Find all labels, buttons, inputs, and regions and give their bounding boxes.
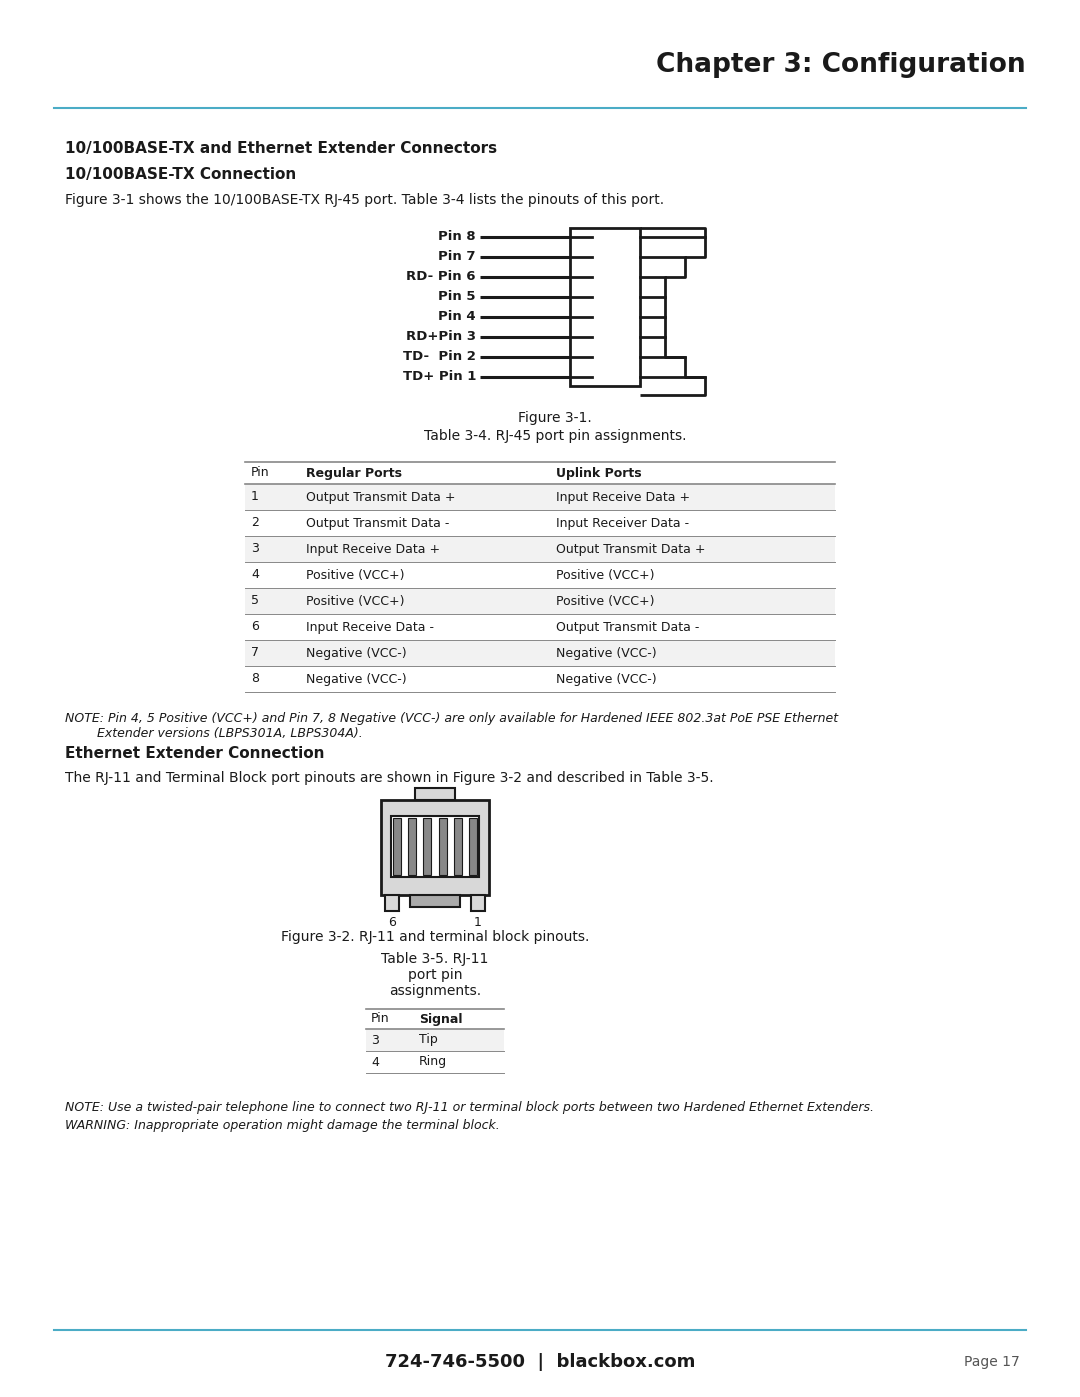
Bar — [393, 819, 401, 875]
Text: 4: 4 — [372, 1056, 379, 1069]
Text: TD-  Pin 2: TD- Pin 2 — [403, 351, 476, 363]
Text: Ring: Ring — [419, 1056, 447, 1069]
Text: Pin 7: Pin 7 — [438, 250, 476, 264]
Text: Pin: Pin — [251, 467, 270, 479]
Text: NOTE: Pin 4, 5 Positive (VCC+) and Pin 7, 8 Negative (VCC-) are only available f: NOTE: Pin 4, 5 Positive (VCC+) and Pin 7… — [65, 712, 838, 725]
Text: 1: 1 — [251, 490, 259, 503]
Bar — [410, 895, 460, 907]
Bar — [471, 895, 485, 911]
Text: TD+ Pin 1: TD+ Pin 1 — [403, 370, 476, 384]
Text: WARNING: Inappropriate operation might damage the terminal block.: WARNING: Inappropriate operation might d… — [65, 1119, 500, 1132]
Bar — [438, 819, 447, 875]
Text: Input Receive Data +: Input Receive Data + — [306, 542, 441, 556]
Text: 3: 3 — [251, 542, 259, 556]
Text: 6: 6 — [388, 916, 396, 929]
Text: Negative (VCC-): Negative (VCC-) — [556, 672, 657, 686]
Text: Tip: Tip — [419, 1034, 437, 1046]
Text: 8: 8 — [251, 672, 259, 686]
Text: Positive (VCC+): Positive (VCC+) — [556, 595, 654, 608]
Bar — [570, 228, 640, 386]
Text: 2: 2 — [251, 517, 259, 529]
Text: Input Receive Data +: Input Receive Data + — [556, 490, 690, 503]
Text: Regular Ports: Regular Ports — [306, 467, 402, 479]
Bar — [408, 819, 416, 875]
Text: Positive (VCC+): Positive (VCC+) — [306, 595, 405, 608]
Text: 5: 5 — [251, 595, 259, 608]
Bar — [469, 819, 477, 875]
Text: Negative (VCC-): Negative (VCC-) — [306, 672, 407, 686]
Text: Page 17: Page 17 — [964, 1355, 1020, 1369]
Text: Pin 5: Pin 5 — [438, 291, 476, 303]
Text: Chapter 3: Configuration: Chapter 3: Configuration — [657, 52, 1026, 78]
Bar — [366, 1030, 504, 1051]
Bar — [245, 640, 835, 666]
Bar — [423, 819, 431, 875]
Bar — [454, 819, 462, 875]
Text: port pin: port pin — [408, 968, 462, 982]
Text: Output Transmit Data -: Output Transmit Data - — [556, 620, 700, 633]
Text: Negative (VCC-): Negative (VCC-) — [306, 647, 407, 659]
Text: NOTE: Use a twisted-pair telephone line to connect two RJ-11 or terminal block p: NOTE: Use a twisted-pair telephone line … — [65, 1101, 874, 1113]
Text: 724-746-5500  |  blackbox.com: 724-746-5500 | blackbox.com — [384, 1354, 696, 1370]
Text: 4: 4 — [251, 569, 259, 581]
Text: Table 3-4. RJ-45 port pin assignments.: Table 3-4. RJ-45 port pin assignments. — [423, 429, 686, 443]
Bar — [245, 536, 835, 562]
Text: Uplink Ports: Uplink Ports — [556, 467, 642, 479]
Text: Positive (VCC+): Positive (VCC+) — [306, 569, 405, 581]
Text: Figure 3-1 shows the 10/100BASE-TX RJ-45 port. Table 3-4 lists the pinouts of th: Figure 3-1 shows the 10/100BASE-TX RJ-45… — [65, 193, 664, 207]
Bar — [245, 588, 835, 615]
Text: Signal: Signal — [419, 1013, 462, 1025]
Text: Figure 3-2. RJ-11 and terminal block pinouts.: Figure 3-2. RJ-11 and terminal block pin… — [281, 930, 590, 944]
Text: Figure 3-1.: Figure 3-1. — [518, 411, 592, 425]
Text: Positive (VCC+): Positive (VCC+) — [556, 569, 654, 581]
Bar — [384, 895, 399, 911]
Text: RD+Pin 3: RD+Pin 3 — [406, 331, 476, 344]
Bar — [391, 816, 480, 877]
Text: Ethernet Extender Connection: Ethernet Extender Connection — [65, 746, 324, 761]
Bar — [415, 788, 455, 800]
Text: 1: 1 — [474, 916, 482, 929]
Text: Output Transmit Data +: Output Transmit Data + — [556, 542, 705, 556]
Text: Pin: Pin — [372, 1013, 390, 1025]
Bar — [245, 483, 835, 510]
Text: 3: 3 — [372, 1034, 379, 1046]
Text: assignments.: assignments. — [389, 983, 481, 997]
Text: 6: 6 — [251, 620, 259, 633]
Text: The RJ-11 and Terminal Block port pinouts are shown in Figure 3-2 and described : The RJ-11 and Terminal Block port pinout… — [65, 771, 714, 785]
Text: 10/100BASE-TX Connection: 10/100BASE-TX Connection — [65, 166, 296, 182]
Text: Output Transmit Data -: Output Transmit Data - — [306, 517, 449, 529]
Text: 10/100BASE-TX and Ethernet Extender Connectors: 10/100BASE-TX and Ethernet Extender Conn… — [65, 141, 497, 155]
Text: Negative (VCC-): Negative (VCC-) — [556, 647, 657, 659]
Text: Input Receiver Data -: Input Receiver Data - — [556, 517, 689, 529]
Text: RD- Pin 6: RD- Pin 6 — [406, 271, 476, 284]
Text: 7: 7 — [251, 647, 259, 659]
Text: Pin 4: Pin 4 — [438, 310, 476, 324]
Text: Output Transmit Data +: Output Transmit Data + — [306, 490, 456, 503]
Text: Pin 8: Pin 8 — [438, 231, 476, 243]
Text: Table 3-5. RJ-11: Table 3-5. RJ-11 — [381, 951, 488, 965]
Text: Extender versions (LBPS301A, LBPS304A).: Extender versions (LBPS301A, LBPS304A). — [65, 726, 363, 740]
Bar — [381, 800, 489, 895]
Text: Input Receive Data -: Input Receive Data - — [306, 620, 434, 633]
